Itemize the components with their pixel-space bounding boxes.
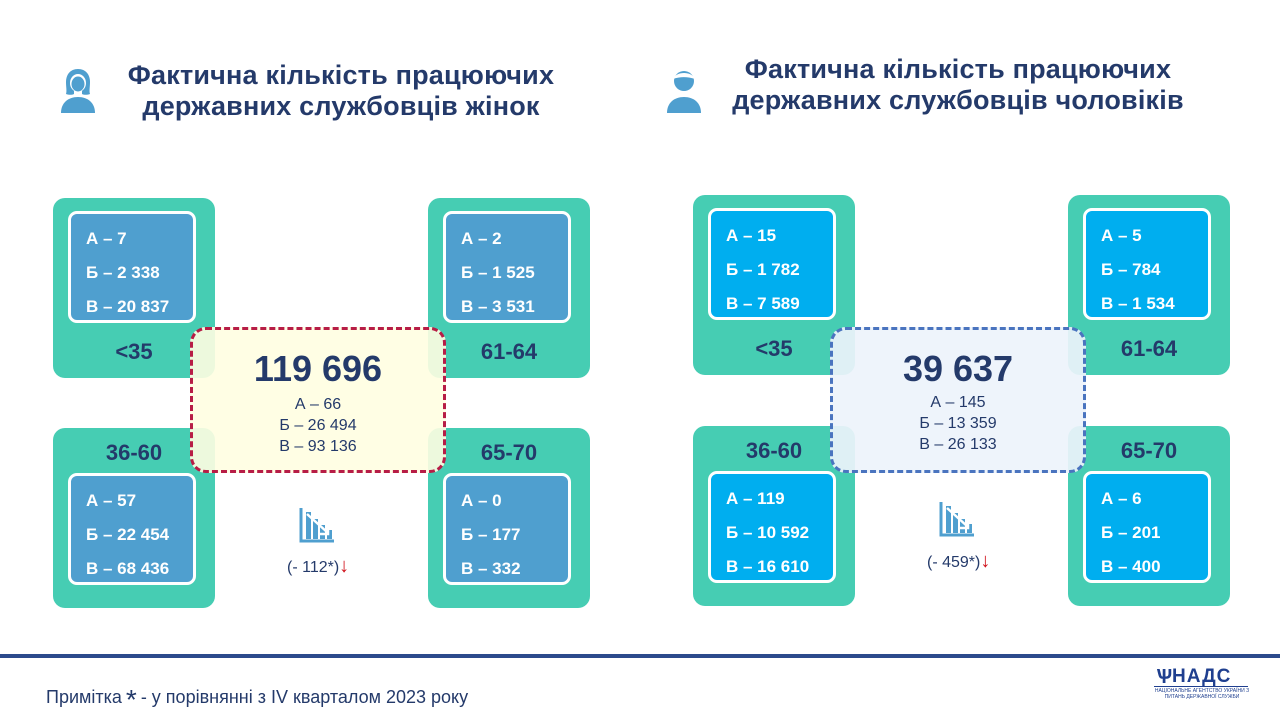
women-group-61-64: А – 2 Б – 1 525 В – 3 531 61-64 <box>428 198 590 378</box>
down-arrow-icon: ↓ <box>339 555 350 577</box>
down-arrow-icon: ↓ <box>980 550 991 572</box>
women-group-under35: А – 7 Б – 2 338 В – 20 837 <35 <box>53 198 215 378</box>
footnote: Примітка * - у порівнянні з IV кварталом 2… <box>46 684 469 715</box>
men-group-61-64: А – 5 Б – 784 В – 1 534 61-64 <box>1068 195 1230 375</box>
women-card-61-64: А – 2 Б – 1 525 В – 3 531 <box>443 211 571 323</box>
trident-icon: Ѱ <box>1156 666 1173 688</box>
women-card-65-70: А – 0 Б – 177 В – 332 <box>443 473 571 585</box>
men-panel: Фактична кількість працюючих державних с… <box>640 0 1280 640</box>
age-label: <35 <box>755 336 793 361</box>
footer-divider <box>0 654 1280 658</box>
man-icon <box>667 71 701 113</box>
decreasing-chart-icon <box>939 502 974 537</box>
men-card-36-60: А – 119 Б – 10 592 В – 16 610 <box>708 471 836 583</box>
women-card-under35: А – 7 Б – 2 338 В – 20 837 <box>68 211 196 323</box>
men-total-value: 39 637 <box>902 348 1014 389</box>
age-label: <35 <box>115 339 153 364</box>
women-change: (- 112*)↓ <box>287 555 350 577</box>
men-group-36-60: 36-60 А – 119 Б – 10 592 В – 16 610 <box>693 426 855 606</box>
age-label: 36-60 <box>745 438 803 463</box>
age-label: 36-60 <box>105 440 163 465</box>
men-group-under35: А – 15 Б – 1 782 В – 7 589 <35 <box>693 195 855 375</box>
age-label: 61-64 <box>480 339 538 364</box>
men-card-65-70: А – 6 Б – 201 В – 400 <box>1083 471 1211 583</box>
women-panel: Фактична кількість працюючих державних с… <box>0 0 640 640</box>
men-card-61-64: А – 5 Б – 784 В – 1 534 <box>1083 208 1211 320</box>
men-card-under35: А – 15 Б – 1 782 В – 7 589 <box>708 208 836 320</box>
men-title: Фактична кількість працюючих державних с… <box>732 54 1184 115</box>
women-card-36-60: А – 57 Б – 22 454 В – 68 436 <box>68 473 196 585</box>
men-change: (- 459*)↓ <box>927 550 991 572</box>
women-group-65-70: 65-70 А – 0 Б – 177 В – 332 <box>428 428 590 608</box>
woman-icon <box>61 69 95 113</box>
women-total-value: 119 696 <box>253 348 383 389</box>
age-label: 65-70 <box>480 440 538 465</box>
age-label: 61-64 <box>1120 336 1178 361</box>
nads-logo: Ѱ НАДС НАЦІОНАЛЬНЕ АГЕНТСТВО УКРАЇНИ З П… <box>1154 666 1250 700</box>
men-group-65-70: 65-70 А – 6 Б – 201 В – 400 <box>1068 426 1230 606</box>
decreasing-chart-icon <box>299 508 334 543</box>
women-group-36-60: 36-60 А – 57 Б – 22 454 В – 68 436 <box>53 428 215 608</box>
age-label: 65-70 <box>1120 438 1178 463</box>
women-title: Фактична кількість працюючих державних с… <box>127 60 555 121</box>
women-total-box: 119 696 А – 66 Б – 26 494 В – 93 136 <box>190 327 446 473</box>
men-total-box: 39 637 А – 145 Б – 13 359 В – 26 133 <box>830 327 1086 473</box>
